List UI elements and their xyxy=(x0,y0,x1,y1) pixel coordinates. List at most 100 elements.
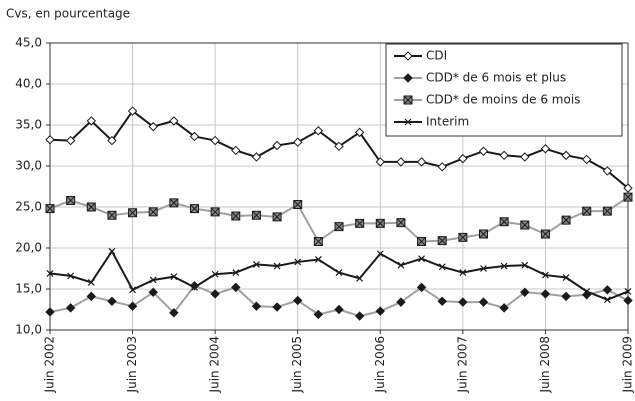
marker xyxy=(499,217,509,227)
marker xyxy=(293,200,303,210)
marker xyxy=(396,297,406,307)
marker xyxy=(540,144,551,154)
marker xyxy=(418,255,425,263)
marker xyxy=(169,308,179,318)
marker xyxy=(313,309,324,320)
series-line xyxy=(49,249,629,301)
marker xyxy=(438,263,446,271)
marker xyxy=(416,157,427,167)
x-tick-label: Juin 2005 xyxy=(290,336,304,393)
marker xyxy=(458,153,468,164)
marker xyxy=(478,297,489,307)
marker xyxy=(273,262,281,270)
marker xyxy=(334,141,344,152)
marker xyxy=(148,207,158,217)
x-tick-label: Juin 2007 xyxy=(455,336,469,393)
marker xyxy=(45,307,55,317)
marker xyxy=(107,296,117,307)
marker xyxy=(404,118,412,126)
marker xyxy=(623,192,633,202)
marker xyxy=(170,273,178,281)
marker xyxy=(169,116,179,126)
marker xyxy=(210,289,220,299)
marker xyxy=(65,303,76,313)
marker xyxy=(45,135,55,145)
x-tick-label: Juin 2008 xyxy=(538,336,552,393)
marker xyxy=(354,311,365,321)
marker xyxy=(437,162,447,172)
marker xyxy=(561,150,571,161)
marker xyxy=(396,157,406,167)
marker xyxy=(108,247,116,255)
y-tick-label: 20,0 xyxy=(15,241,42,255)
marker xyxy=(602,206,612,216)
marker xyxy=(210,207,220,217)
x-tick-label: Juin 2006 xyxy=(373,336,387,393)
marker xyxy=(231,145,241,156)
marker xyxy=(356,274,364,282)
marker xyxy=(624,288,632,295)
marker xyxy=(272,212,282,222)
legend-box xyxy=(385,43,623,137)
marker xyxy=(189,131,200,142)
marker xyxy=(458,297,468,307)
marker xyxy=(540,229,550,239)
marker xyxy=(397,261,405,269)
marker xyxy=(148,287,158,297)
marker xyxy=(313,126,324,136)
marker xyxy=(458,232,468,242)
marker xyxy=(191,283,198,291)
marker xyxy=(403,95,413,105)
marker xyxy=(210,135,220,146)
marker xyxy=(520,220,530,230)
marker xyxy=(86,202,96,212)
marker xyxy=(211,270,219,278)
marker xyxy=(127,106,138,116)
marker xyxy=(520,152,530,162)
marker xyxy=(355,218,365,228)
marker xyxy=(403,51,413,61)
marker xyxy=(253,260,260,268)
marker xyxy=(293,295,303,306)
legend-label: CDI xyxy=(426,49,447,63)
marker xyxy=(354,127,365,138)
marker xyxy=(375,306,385,316)
marker xyxy=(128,208,138,218)
marker xyxy=(499,150,509,161)
marker xyxy=(46,269,54,277)
marker xyxy=(251,210,261,220)
marker xyxy=(313,236,323,246)
marker xyxy=(127,301,138,311)
marker xyxy=(251,301,262,311)
marker xyxy=(86,116,96,126)
x-tick-label: Juin 2003 xyxy=(125,336,139,393)
marker xyxy=(375,218,385,228)
marker xyxy=(520,287,530,297)
marker xyxy=(480,265,487,272)
legend-label: CDD* de 6 mois et plus xyxy=(426,71,566,85)
marker xyxy=(478,146,489,156)
y-tick-label: 45,0 xyxy=(15,36,42,50)
legend-label: Interim xyxy=(426,115,469,129)
marker xyxy=(561,291,571,302)
marker xyxy=(561,215,571,225)
marker xyxy=(129,286,136,294)
marker xyxy=(437,296,447,307)
marker xyxy=(231,211,241,221)
marker xyxy=(376,250,384,258)
y-tick-label: 10,0 xyxy=(15,323,42,337)
marker xyxy=(87,279,95,286)
marker xyxy=(251,152,262,162)
marker xyxy=(603,296,611,304)
y-tick-label: 35,0 xyxy=(15,118,42,132)
y-tick-label: 40,0 xyxy=(15,77,42,91)
marker xyxy=(582,154,592,165)
marker xyxy=(294,258,302,266)
marker xyxy=(107,210,117,220)
marker xyxy=(314,256,322,263)
marker xyxy=(67,272,75,280)
marker xyxy=(459,269,467,277)
marker xyxy=(602,285,613,295)
y-tick-label: 25,0 xyxy=(15,200,42,214)
chart-subtitle: Cvs, en pourcentage xyxy=(6,7,130,21)
